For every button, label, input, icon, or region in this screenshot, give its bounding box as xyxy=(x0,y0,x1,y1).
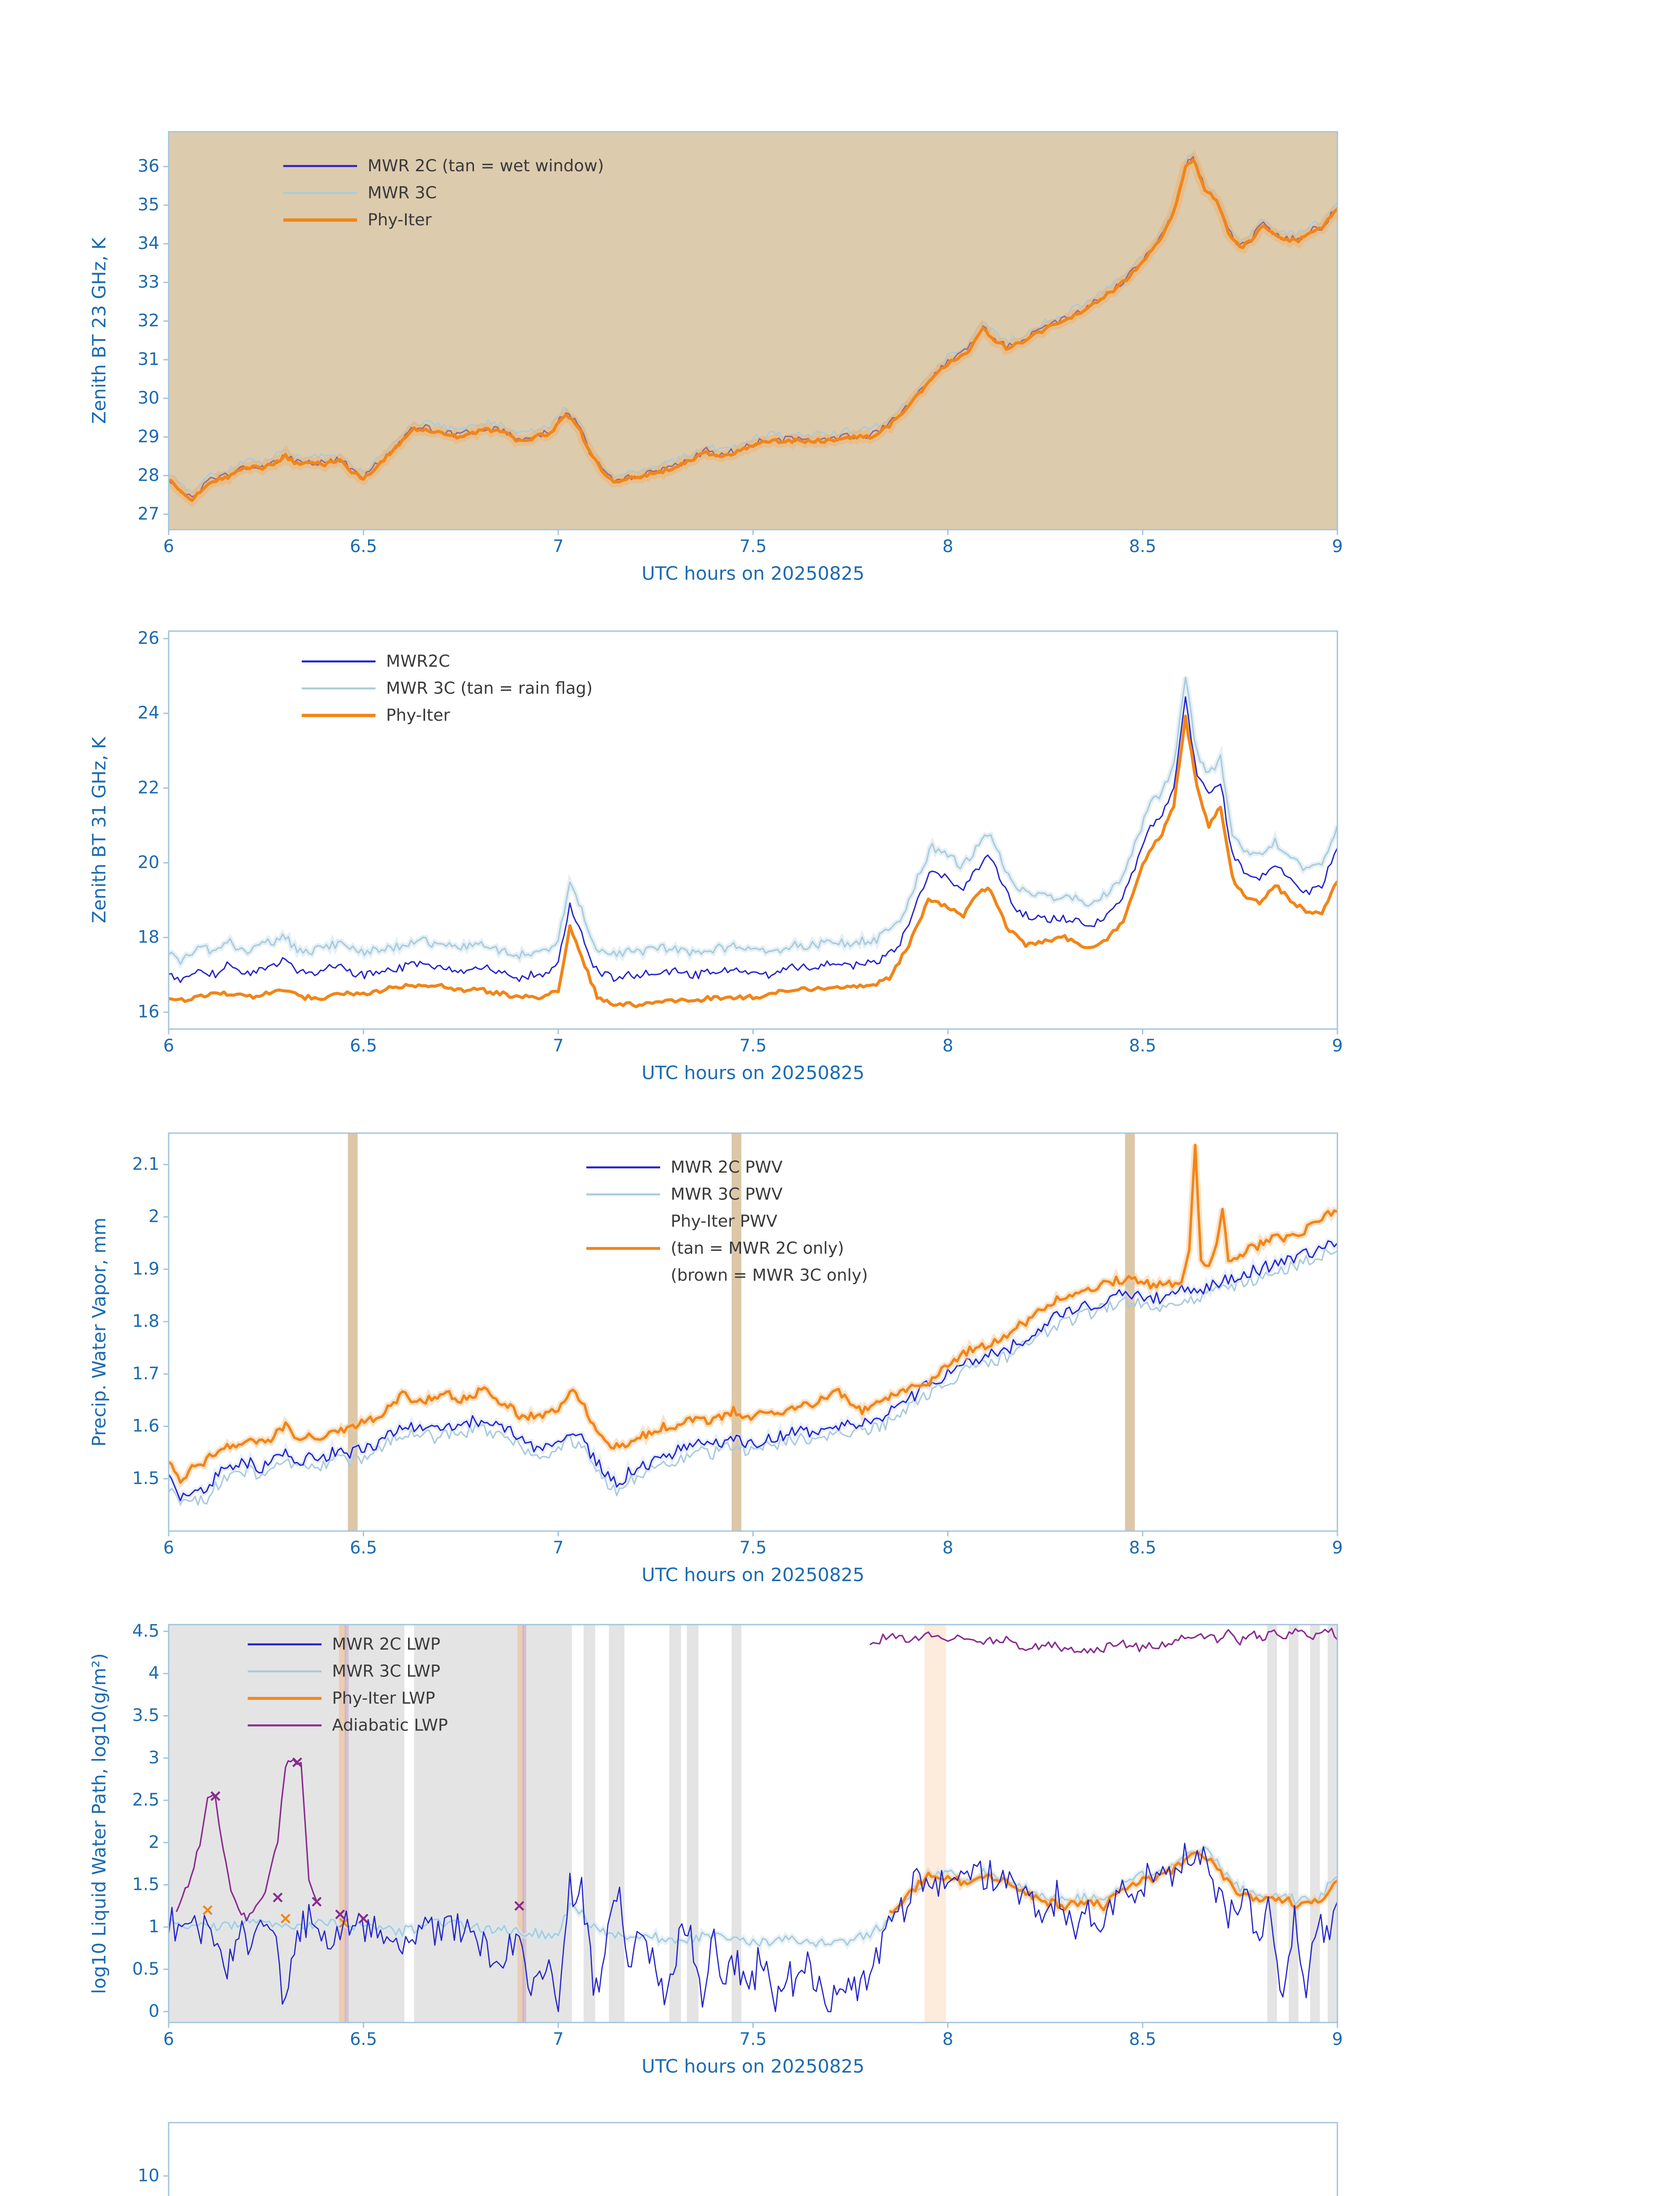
svg-text:Phy-Iter LWP: Phy-Iter LWP xyxy=(332,1688,435,1708)
chart-precip-water-vapor: 6 6.5 7 7.5 8 8.5 9 1.5 1.6 1.7 1.8 1.9 2 2.1 UTC hour… xyxy=(88,1132,1343,1586)
svg-text:28: 28 xyxy=(137,466,159,485)
svg-text:6.5: 6.5 xyxy=(350,1538,377,1558)
svg-text:27: 27 xyxy=(137,504,159,524)
svg-text:(tan = MWR 2C only): (tan = MWR 2C only) xyxy=(671,1239,844,1258)
svg-text:1.5: 1.5 xyxy=(132,1875,159,1894)
svg-text:7: 7 xyxy=(553,537,564,556)
svg-text:2.1: 2.1 xyxy=(132,1155,159,1174)
svg-text:7.5: 7.5 xyxy=(739,1036,766,1056)
svg-text:1.5: 1.5 xyxy=(132,1469,159,1488)
svg-text:3: 3 xyxy=(148,1748,159,1768)
svg-text:16: 16 xyxy=(137,1002,159,1022)
svg-text:MWR2C: MWR2C xyxy=(386,651,450,671)
svg-text:MWR 3C: MWR 3C xyxy=(368,183,437,202)
svg-text:9: 9 xyxy=(1332,1538,1343,1558)
svg-text:34: 34 xyxy=(137,234,159,253)
svg-text:3.5: 3.5 xyxy=(132,1706,159,1726)
svg-text:33: 33 xyxy=(137,272,159,292)
svg-text:MWR 2C (tan = wet window): MWR 2C (tan = wet window) xyxy=(368,156,604,175)
svg-text:7: 7 xyxy=(553,1538,564,1558)
svg-text:10: 10 xyxy=(137,2166,159,2185)
svg-text:8: 8 xyxy=(943,1538,954,1558)
svg-text:2: 2 xyxy=(148,1207,159,1227)
svg-text:8: 8 xyxy=(943,537,954,556)
svg-text:8.5: 8.5 xyxy=(1129,2030,1156,2049)
svg-text:7: 7 xyxy=(553,2030,564,2049)
svg-text:2.5: 2.5 xyxy=(132,1790,159,1810)
svg-text:Zenith BT 23 GHz, K: Zenith BT 23 GHz, K xyxy=(88,237,110,424)
svg-text:9: 9 xyxy=(1332,1036,1343,1056)
svg-text:MWR 3C LWP: MWR 3C LWP xyxy=(332,1661,441,1681)
svg-text:1.7: 1.7 xyxy=(132,1364,159,1383)
svg-text:1.9: 1.9 xyxy=(132,1259,159,1279)
svg-text:8: 8 xyxy=(943,2030,954,2049)
svg-text:0.5: 0.5 xyxy=(132,1959,159,1979)
svg-text:Phy-Iter: Phy-Iter xyxy=(368,210,432,229)
svg-text:7.5: 7.5 xyxy=(739,537,766,556)
svg-text:6.5: 6.5 xyxy=(350,2030,377,2049)
svg-text:18: 18 xyxy=(137,928,159,947)
svg-text:Precip. Water Vapor, mm: Precip. Water Vapor, mm xyxy=(88,1217,110,1447)
svg-text:9: 9 xyxy=(1332,2030,1343,2049)
svg-text:Phy-Iter: Phy-Iter xyxy=(386,705,450,725)
svg-text:7: 7 xyxy=(553,1036,564,1056)
svg-text:Phy-Iter PWV: Phy-Iter PWV xyxy=(671,1211,777,1231)
svg-text:MWR 3C PWV: MWR 3C PWV xyxy=(671,1185,783,1204)
svg-text:1.6: 1.6 xyxy=(132,1416,159,1436)
svg-text:log10 Liquid Water Path, log10: log10 Liquid Water Path, log10(g/m²) xyxy=(88,1653,110,1994)
svg-text:35: 35 xyxy=(137,195,159,215)
svg-text:1.8: 1.8 xyxy=(132,1311,159,1331)
svg-text:9: 9 xyxy=(1332,537,1343,556)
svg-text:Adiabatic LWP: Adiabatic LWP xyxy=(332,1716,448,1735)
svg-text:(brown = MWR 3C only): (brown = MWR 3C only) xyxy=(671,1265,868,1285)
chart-dq-flag: 66.577.588.590246810UTC hours on 2025082… xyxy=(137,2122,1338,2196)
svg-text:36: 36 xyxy=(137,156,159,176)
svg-text:7.5: 7.5 xyxy=(739,2030,766,2049)
svg-text:29: 29 xyxy=(137,427,159,447)
svg-text:MWR 3C (tan = rain flag): MWR 3C (tan = rain flag) xyxy=(386,679,593,698)
svg-text:31: 31 xyxy=(137,350,159,369)
svg-text:MWR 2C PWV: MWR 2C PWV xyxy=(671,1157,783,1177)
chart-zenith-bt-23ghz: 6 6.5 7 7.5 8 8.5 9 27 28 29 30 31 32 33 34 35 36 UTC hou… xyxy=(88,131,1343,584)
svg-text:7.5: 7.5 xyxy=(739,1538,766,1558)
chart-liquid-water-path: 6 6.5 7 7.5 8 8.5 9 0 0.5 1 1.5 2 2.5 3 3.5 4 4.5 UTC hou… xyxy=(88,1621,1343,2077)
svg-text:UTC hours on 20250825: UTC hours on 20250825 xyxy=(642,2055,865,2077)
svg-text:6.5: 6.5 xyxy=(350,537,377,556)
svg-text:0: 0 xyxy=(148,2001,159,2021)
svg-text:8.5: 8.5 xyxy=(1129,1036,1156,1056)
svg-text:1: 1 xyxy=(148,1917,159,1937)
svg-text:UTC hours on 20250825: UTC hours on 20250825 xyxy=(642,1062,865,1084)
svg-text:32: 32 xyxy=(137,311,159,331)
svg-text:30: 30 xyxy=(137,388,159,408)
svg-text:6: 6 xyxy=(163,537,174,556)
svg-text:Zenith BT 31 GHz, K: Zenith BT 31 GHz, K xyxy=(88,736,110,923)
svg-text:4: 4 xyxy=(148,1664,159,1683)
svg-text:26: 26 xyxy=(137,628,159,648)
svg-text:8.5: 8.5 xyxy=(1129,1538,1156,1558)
svg-text:8.5: 8.5 xyxy=(1129,537,1156,556)
chart-zenith-bt-31ghz: 6 6.5 7 7.5 8 8.5 9 16 18 20 22 24 26 UTC hours on 20… xyxy=(88,628,1343,1084)
svg-text:6: 6 xyxy=(163,1036,174,1056)
svg-text:UTC hours on 20250825: UTC hours on 20250825 xyxy=(642,563,865,584)
svg-text:UTC hours on 20250825: UTC hours on 20250825 xyxy=(642,1564,865,1586)
svg-text:6: 6 xyxy=(163,2030,174,2049)
svg-text:6.5: 6.5 xyxy=(350,1036,377,1056)
svg-text:24: 24 xyxy=(137,703,159,723)
svg-text:MWR 2C LWP: MWR 2C LWP xyxy=(332,1634,441,1654)
svg-text:22: 22 xyxy=(137,778,159,798)
svg-text:4.5: 4.5 xyxy=(132,1621,159,1641)
svg-text:2: 2 xyxy=(148,1832,159,1852)
svg-text:8: 8 xyxy=(943,1036,954,1056)
svg-text:6: 6 xyxy=(163,1538,174,1558)
svg-text:20: 20 xyxy=(137,852,159,872)
